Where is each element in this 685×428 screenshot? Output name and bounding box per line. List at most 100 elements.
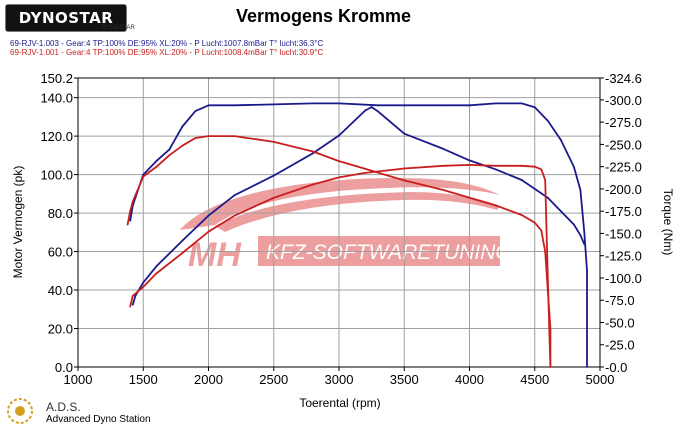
data-point-69-RJV-1.001-power xyxy=(131,200,134,203)
data-point-69-RJV-1.001-power xyxy=(533,221,536,224)
x-tick-label: 2000 xyxy=(194,372,223,387)
data-point-69-RJV-1.001-power xyxy=(194,137,197,139)
data-point-69-RJV-1.001-power xyxy=(338,160,340,163)
data-point-69-RJV-1.001-torque xyxy=(142,285,145,288)
x-tick-label: 2500 xyxy=(259,372,288,387)
data-point-69-RJV-1.003-torque xyxy=(583,243,586,246)
logo-text: DYNOSTAR xyxy=(18,9,114,27)
data-point-69-RJV-1.003-power xyxy=(533,106,536,109)
data-point-69-RJV-1.003-power xyxy=(559,139,562,141)
x-tick-label: 3500 xyxy=(390,372,419,387)
data-point-69-RJV-1.001-power xyxy=(520,214,523,216)
x-tick-label: 1000 xyxy=(64,372,93,387)
data-point-69-RJV-1.001-torque xyxy=(207,230,210,233)
data-point-69-RJV-1.001-torque xyxy=(442,164,445,167)
x-tick-label: 3000 xyxy=(325,372,354,387)
data-point-69-RJV-1.003-torque xyxy=(142,281,145,284)
data-point-69-RJV-1.001-torque xyxy=(338,176,340,179)
data-point-69-RJV-1.001-torque xyxy=(312,183,314,186)
data-point-69-RJV-1.003-torque xyxy=(207,214,210,217)
data-point-69-RJV-1.001-power xyxy=(129,210,132,213)
data-point-69-RJV-1.001-power xyxy=(442,189,445,191)
data-point-69-RJV-1.001-power xyxy=(403,179,406,182)
data-point-69-RJV-1.003-torque xyxy=(155,265,158,268)
y-right-tick-label: -275.0 xyxy=(605,115,642,130)
watermark-text: KFZ-SOFTWARETUNING xyxy=(266,241,512,264)
data-point-69-RJV-1.003-torque xyxy=(494,168,497,171)
watermark-logo: MH KFZ-SOFTWARETUNING xyxy=(180,178,512,274)
data-point-69-RJV-1.001-power xyxy=(142,175,145,178)
series-layer xyxy=(126,102,588,368)
watermark-swoosh-2 xyxy=(215,192,500,232)
data-point-69-RJV-1.003-torque xyxy=(520,179,523,181)
watermark-banner xyxy=(258,236,500,266)
data-point-69-RJV-1.001-power xyxy=(233,135,236,138)
data-point-69-RJV-1.003-power xyxy=(207,104,210,107)
data-point-69-RJV-1.003-power xyxy=(586,269,588,272)
run-info-1001: 69-RJV-1.001 - Gear:4 TP:100% DE:95% XL:… xyxy=(10,48,324,57)
data-point-69-RJV-1.001-torque xyxy=(494,164,497,167)
watermark-swoosh xyxy=(180,178,500,230)
y-right-tick-label: -150.0 xyxy=(605,226,642,241)
data-point-69-RJV-1.003-power xyxy=(181,125,184,128)
data-point-69-RJV-1.003-torque xyxy=(377,110,380,113)
y-right-tick-label: -125.0 xyxy=(605,249,642,264)
data-point-69-RJV-1.003-power xyxy=(583,231,586,234)
data-point-69-RJV-1.001-power xyxy=(468,196,471,199)
data-point-69-RJV-1.003-torque xyxy=(233,194,236,197)
data-point-69-RJV-1.003-power xyxy=(155,160,158,163)
data-point-69-RJV-1.001-power xyxy=(540,229,543,232)
data-point-69-RJV-1.001-torque xyxy=(155,272,158,275)
data-point-69-RJV-1.003-torque xyxy=(370,106,373,108)
data-point-69-RJV-1.003-power xyxy=(586,366,588,368)
y-right-tick-label: -300.0 xyxy=(605,93,642,108)
data-point-69-RJV-1.003-power xyxy=(168,148,171,151)
data-point-69-RJV-1.003-power xyxy=(468,104,471,107)
ads-name: A.D.S. xyxy=(46,400,81,414)
y-right-tick-label: -250.0 xyxy=(605,137,642,152)
y-left-tick-label: 120.0 xyxy=(40,129,73,144)
y-right-tick-label: -25.0 xyxy=(605,338,635,353)
data-point-69-RJV-1.001-torque xyxy=(233,214,236,217)
x-tick-label: 4500 xyxy=(520,372,549,387)
data-point-69-RJV-1.003-torque xyxy=(403,132,406,135)
data-point-69-RJV-1.001-power xyxy=(312,150,314,153)
data-point-69-RJV-1.003-torque xyxy=(573,223,575,226)
y-left-tick-label: 40.0 xyxy=(48,283,73,298)
data-point-69-RJV-1.003-power xyxy=(494,102,497,105)
run-info-1003: 69-RJV-1.003 - Gear:4 TP:100% DE:95% XL:… xyxy=(10,39,324,48)
data-point-69-RJV-1.003-torque xyxy=(181,239,184,242)
x-tick-label: 5000 xyxy=(586,372,615,387)
data-point-69-RJV-1.001-torque xyxy=(540,168,543,171)
y-left-tick-label: 20.0 xyxy=(48,322,73,337)
x-tick-label: 4000 xyxy=(455,372,484,387)
dynostar-logo: DYNOSTAR xyxy=(5,4,127,32)
y-axis-label-right: Torque (Nm) xyxy=(661,189,675,256)
data-point-69-RJV-1.001-torque xyxy=(129,305,132,308)
data-point-69-RJV-1.003-power xyxy=(579,189,582,191)
y-left-ticks: 0.0 20.0 40.0 60.0 80.0 100.0 120.0 140.0 150.2 xyxy=(40,71,78,375)
data-point-69-RJV-1.003-torque xyxy=(442,147,445,150)
data-point-69-RJV-1.001-power xyxy=(181,144,184,147)
y-left-tick-label: 80.0 xyxy=(48,206,73,221)
data-point-69-RJV-1.003-torque xyxy=(272,174,275,177)
data-point-69-RJV-1.003-power xyxy=(377,104,380,107)
y-right-tick-label: -225.0 xyxy=(605,160,642,175)
data-point-69-RJV-1.001-torque xyxy=(272,196,275,199)
data-point-69-RJV-1.003-torque xyxy=(134,294,137,297)
data-point-69-RJV-1.003-power xyxy=(442,104,445,107)
data-point-69-RJV-1.001-torque xyxy=(546,277,549,279)
data-point-69-RJV-1.003-power xyxy=(520,102,523,105)
data-point-69-RJV-1.003-torque xyxy=(468,159,471,162)
data-point-69-RJV-1.001-torque xyxy=(131,294,134,297)
data-point-69-RJV-1.003-power xyxy=(233,104,236,107)
chart-title: Vermogens Kromme xyxy=(236,6,412,26)
data-point-69-RJV-1.003-power xyxy=(338,102,340,105)
y-right-ticks: -0.0 -25.0 -50.0 -75.0 -100.0 -125.0 -150.0 -17… xyxy=(600,71,642,375)
watermark-brand: MH xyxy=(188,236,242,274)
data-point-69-RJV-1.001-power xyxy=(364,167,366,170)
data-point-69-RJV-1.001-torque xyxy=(549,366,552,368)
y-right-tick-label: -75.0 xyxy=(605,293,635,308)
y-axis-label-left: Motor Vermogen (pk) xyxy=(11,166,25,279)
